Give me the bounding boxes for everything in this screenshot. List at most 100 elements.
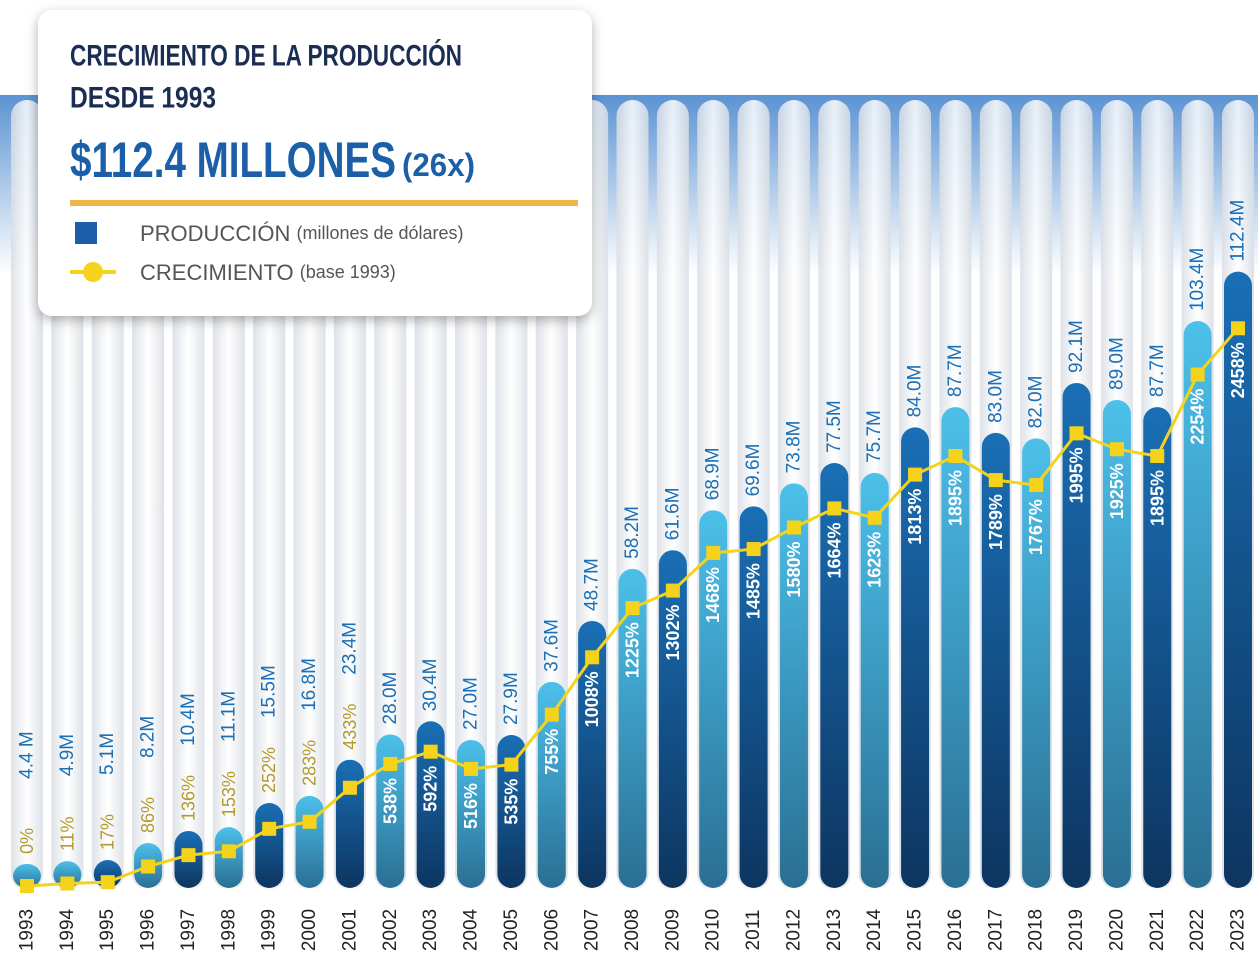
growth-marker bbox=[544, 707, 559, 722]
growth-label: 535% bbox=[501, 779, 521, 825]
growth-marker bbox=[948, 449, 963, 464]
x-tick-label: 1999 bbox=[259, 909, 280, 951]
value-label: 27.0M bbox=[461, 677, 482, 730]
x-tick-label: 1997 bbox=[178, 909, 199, 951]
growth-label: 283% bbox=[300, 740, 320, 786]
bar bbox=[658, 550, 687, 888]
value-label: 28.0M bbox=[380, 672, 401, 725]
growth-label: 755% bbox=[542, 729, 562, 775]
growth-label: 1995% bbox=[1067, 447, 1087, 503]
growth-marker bbox=[665, 583, 680, 598]
bar bbox=[941, 407, 970, 888]
growth-label: 0% bbox=[17, 828, 37, 854]
growth-marker bbox=[706, 545, 721, 560]
value-label: 58.2M bbox=[622, 506, 643, 559]
growth-label: 2254% bbox=[1188, 389, 1208, 445]
bar bbox=[537, 681, 566, 888]
growth-label: 1789% bbox=[986, 494, 1006, 550]
growth-label: 2458% bbox=[1228, 342, 1248, 398]
value-label: 112.4M bbox=[1228, 200, 1249, 262]
legend-label: PRODUCCIÓN (millones de dólares) bbox=[140, 221, 464, 246]
x-tick-label: 2021 bbox=[1147, 909, 1168, 951]
growth-marker bbox=[908, 467, 923, 482]
value-label: 30.4M bbox=[420, 658, 441, 711]
growth-marker bbox=[585, 650, 600, 665]
value-label: 8.2M bbox=[138, 716, 159, 758]
growth-marker bbox=[141, 859, 156, 874]
growth-marker bbox=[827, 501, 842, 516]
bar bbox=[860, 472, 889, 888]
value-label: 87.7M bbox=[1147, 344, 1168, 397]
growth-label: 1895% bbox=[1147, 470, 1167, 526]
growth-marker bbox=[625, 601, 640, 616]
value-label: 37.6M bbox=[541, 619, 562, 672]
value-label: 61.6M bbox=[662, 487, 683, 540]
growth-label: 1302% bbox=[663, 605, 683, 661]
column-track bbox=[11, 100, 43, 890]
bar bbox=[1022, 438, 1051, 888]
x-tick-label: 2000 bbox=[299, 909, 320, 951]
growth-marker bbox=[1029, 478, 1044, 493]
growth-label: 136% bbox=[178, 775, 198, 821]
bar bbox=[295, 795, 324, 888]
growth-marker bbox=[1109, 442, 1124, 457]
legend-card: CRECIMIENTO DE LA PRODUCCIÓN DESDE 1993 … bbox=[38, 10, 592, 316]
bar bbox=[981, 432, 1010, 888]
growth-label: 1225% bbox=[623, 622, 643, 678]
x-tick-label: 2011 bbox=[743, 910, 764, 951]
bar bbox=[1183, 321, 1212, 889]
x-tick-label: 1994 bbox=[57, 908, 78, 951]
growth-label: 1767% bbox=[1026, 499, 1046, 555]
value-label: 4.9M bbox=[57, 734, 78, 776]
value-label: 83.0M bbox=[985, 370, 1006, 423]
value-label: 82.0M bbox=[1026, 376, 1047, 429]
divider bbox=[70, 200, 578, 206]
x-tick-label: 2020 bbox=[1106, 909, 1127, 951]
growth-marker bbox=[504, 757, 519, 772]
growth-marker bbox=[20, 879, 34, 893]
growth-label: 1664% bbox=[824, 522, 844, 578]
value-label: 48.7M bbox=[582, 558, 603, 611]
growth-marker bbox=[181, 848, 196, 863]
value-label: 69.6M bbox=[743, 444, 764, 497]
growth-label: 1925% bbox=[1107, 463, 1127, 519]
growth-label: 1008% bbox=[582, 671, 602, 727]
growth-label: 86% bbox=[138, 797, 158, 833]
bar bbox=[255, 803, 284, 888]
bar bbox=[376, 734, 405, 888]
x-tick-label: 2002 bbox=[380, 909, 401, 951]
value-label: 77.5M bbox=[824, 400, 845, 453]
bar bbox=[1224, 271, 1252, 888]
bar bbox=[618, 568, 647, 888]
x-tick-label: 2006 bbox=[541, 909, 562, 951]
x-tick-label: 2010 bbox=[703, 909, 724, 951]
bar bbox=[779, 483, 808, 888]
value-label: 68.9M bbox=[703, 447, 724, 500]
growth-marker bbox=[423, 744, 438, 759]
growth-marker bbox=[1231, 321, 1245, 336]
bar bbox=[1143, 407, 1172, 888]
bar bbox=[901, 427, 930, 888]
growth-label: 433% bbox=[340, 704, 360, 750]
growth-marker bbox=[262, 821, 277, 836]
x-tick-label: 2017 bbox=[985, 909, 1006, 951]
x-tick-label: 2015 bbox=[905, 909, 926, 951]
value-label: 89.0M bbox=[1106, 337, 1127, 390]
growth-marker bbox=[342, 780, 357, 795]
growth-label: 11% bbox=[57, 816, 77, 851]
growth-marker bbox=[383, 756, 398, 771]
value-label: 27.9M bbox=[501, 672, 522, 725]
bar bbox=[416, 721, 445, 888]
x-tick-label: 2007 bbox=[582, 909, 603, 951]
growth-marker bbox=[100, 875, 115, 890]
growth-label: 516% bbox=[461, 783, 481, 829]
growth-label: 1468% bbox=[703, 567, 723, 623]
x-tick-label: 1993 bbox=[17, 909, 38, 951]
x-tick-label: 2023 bbox=[1228, 909, 1249, 951]
growth-marker bbox=[464, 761, 479, 776]
headline: $112.4 MILLONES bbox=[70, 132, 396, 188]
x-tick-label: 2009 bbox=[662, 909, 683, 951]
bar bbox=[1102, 399, 1131, 888]
bar bbox=[457, 739, 486, 888]
